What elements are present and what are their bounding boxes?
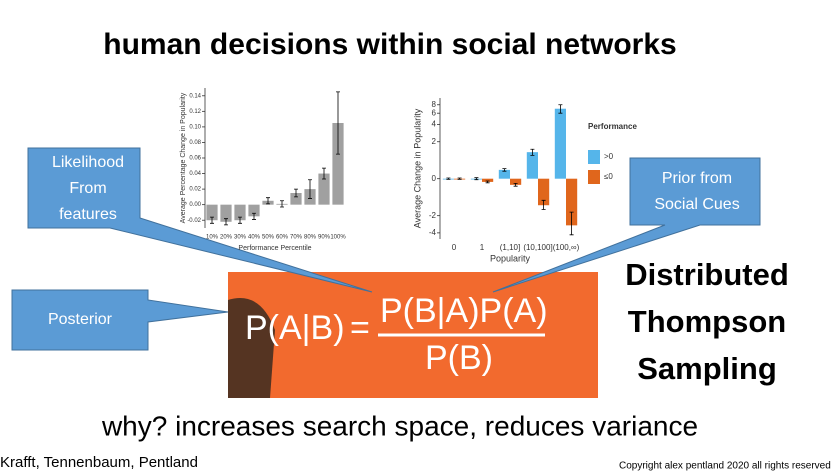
y-tick-label: 6 [432, 108, 437, 117]
x-tick-label: 10% [206, 235, 219, 241]
legend-label: ≤0 [604, 172, 613, 181]
likelihood-callout [27, 147, 373, 293]
error-bar [502, 168, 507, 172]
bar [498, 169, 510, 179]
error-bar [446, 177, 451, 180]
bar [290, 193, 302, 205]
posterior-callout [11, 289, 229, 351]
x-tick-label: 30% [234, 235, 247, 241]
method-line: Distributed [625, 257, 789, 292]
formula-lhs: P(A|B) [245, 309, 345, 347]
y-tick-label: 0 [432, 174, 437, 183]
x-tick-label: 60% [276, 235, 289, 241]
error-bar [513, 183, 518, 187]
legend-label: >0 [604, 152, 614, 161]
bar [234, 204, 246, 221]
y-tick-label: 0.04 [189, 171, 201, 177]
legend-swatch [588, 170, 600, 184]
error-bar [252, 212, 256, 220]
prior-text: Social Cues [654, 196, 739, 213]
error-bar [210, 216, 214, 224]
method-line: Thompson [628, 304, 786, 339]
x-axis-label: Popularity [490, 253, 531, 263]
y-tick-label: -4 [429, 228, 437, 237]
y-tick-label: 0.08 [189, 140, 201, 146]
x-tick-label: 80% [304, 235, 317, 241]
formula-numerator: P(B|A)P(A) [380, 292, 548, 330]
x-tick-label: 20% [220, 235, 233, 241]
x-tick-label: 1 [480, 243, 485, 252]
y-axis-label: Average Percentage Change in Popularity [180, 92, 187, 223]
y-tick-label: -0.02 [187, 218, 201, 224]
x-tick-label: (1,10] [500, 243, 520, 252]
error-bar [336, 91, 340, 155]
error-bar [238, 216, 242, 224]
bar [206, 204, 218, 221]
x-tick-label: 0 [452, 243, 457, 252]
x-axis-label: Performance Percentile [238, 245, 311, 252]
y-tick-label: 2 [432, 137, 437, 146]
bar [566, 178, 578, 226]
error-bar [485, 180, 490, 184]
error-bar [294, 188, 298, 198]
error-bar [530, 148, 535, 156]
prior-text: Prior from [662, 170, 732, 187]
subtitle: why? increases search space, reduces var… [101, 410, 698, 441]
error-bar [474, 177, 479, 181]
y-tick-label: 0.12 [189, 109, 201, 115]
face-shape [228, 298, 275, 398]
slide-title: human decisions within social networks [103, 28, 676, 61]
x-tick-label: 70% [290, 235, 303, 241]
x-tick-label: 100% [330, 235, 346, 241]
y-tick-label: 0.02 [189, 187, 201, 193]
bar [482, 178, 494, 182]
error-bar [224, 218, 228, 226]
bar [248, 204, 260, 217]
x-tick-label: 90% [318, 235, 331, 241]
error-bar [266, 197, 270, 205]
bar [538, 178, 550, 206]
posterior-text: Posterior [48, 311, 113, 328]
authors: Krafft, Tennenbaum, Pentland [0, 454, 198, 471]
y-tick-label: 4 [432, 120, 437, 129]
error-bar [308, 179, 312, 199]
y-tick-label: 0.06 [189, 156, 201, 162]
error-bar [280, 200, 284, 208]
method-line: Sampling [637, 351, 777, 386]
x-tick-label: (100,∞) [553, 243, 580, 252]
error-bar [541, 199, 546, 210]
y-tick-label: 0.10 [189, 124, 201, 130]
copyright: Copyright alex pentland 2020 all rights … [619, 461, 831, 471]
bar [318, 173, 330, 205]
likelihood-text: features [59, 206, 117, 223]
formula-eq: = [350, 309, 370, 347]
x-tick-label: 50% [262, 235, 275, 241]
legend-title: Performance [588, 122, 637, 131]
error-bar [569, 211, 574, 236]
error-bar [558, 104, 563, 114]
bar [510, 178, 522, 185]
legend-swatch [588, 150, 600, 164]
bar [332, 123, 344, 205]
prior-callout [492, 157, 761, 293]
y-tick-label: -2 [429, 211, 437, 220]
x-tick-label: 40% [248, 235, 261, 241]
bar [220, 204, 232, 222]
formula-denominator: P(B) [425, 339, 493, 377]
y-tick-label: 8 [432, 100, 437, 109]
y-axis-label: Average Change in Popularity [412, 108, 422, 228]
error-bar [457, 177, 462, 180]
x-tick-label: (10,100] [523, 243, 552, 252]
bar [554, 108, 566, 179]
likelihood-text: Likelihood [52, 154, 124, 171]
likelihood-text: From [69, 180, 106, 197]
y-tick-label: 0.14 [189, 93, 201, 99]
bar [526, 152, 538, 179]
y-tick-label: 0.00 [189, 202, 201, 208]
error-bar [322, 167, 326, 180]
